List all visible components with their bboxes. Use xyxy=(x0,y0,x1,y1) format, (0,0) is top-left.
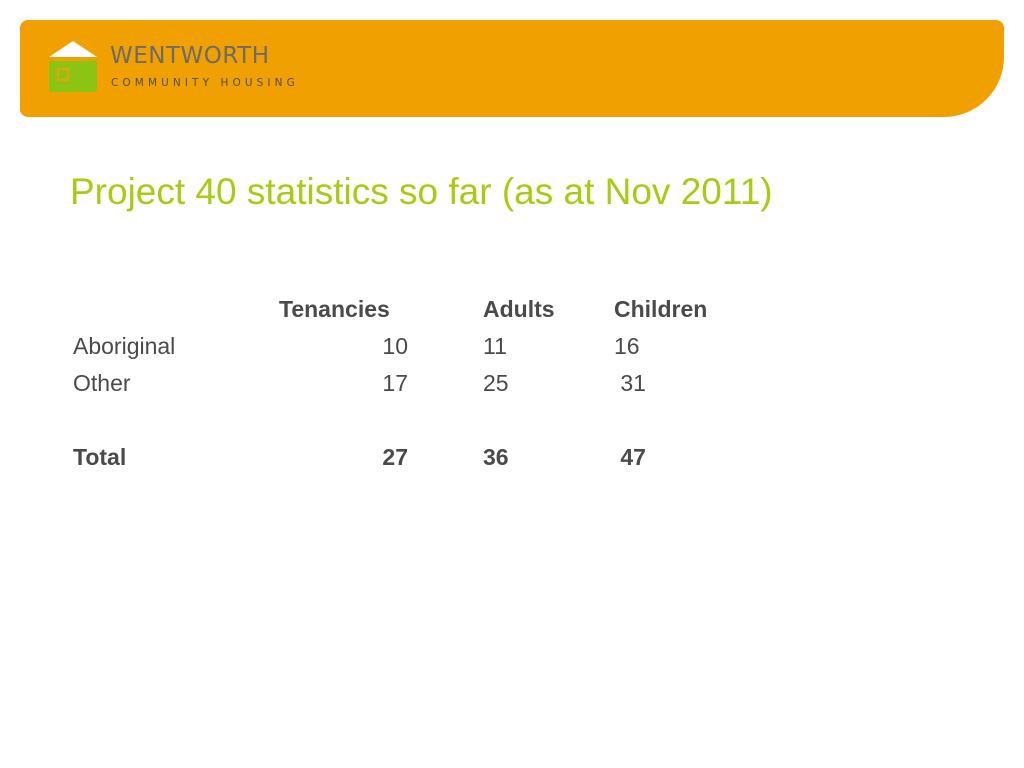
children-value: 16 xyxy=(614,333,640,359)
page-title: Project 40 statistics so far (as at Nov … xyxy=(70,171,773,212)
total-tenancies-value: 27 xyxy=(382,444,408,470)
row-label: Aboriginal xyxy=(73,333,176,359)
house-logo-icon xyxy=(49,41,97,92)
header-banner: WENTWORTH COMMUNITY HOUSING xyxy=(20,20,1004,117)
total-adults-value: 36 xyxy=(483,444,509,470)
children-value: 31 xyxy=(614,370,646,396)
column-header-children: Children xyxy=(614,296,708,322)
adults-value: 25 xyxy=(483,370,509,396)
adults-value: 11 xyxy=(483,333,507,359)
column-header-adults: Adults xyxy=(483,296,555,322)
brand-name: WENTWORTH xyxy=(110,43,270,69)
column-header-tenancies: Tenancies xyxy=(279,296,390,322)
brand-tagline: COMMUNITY HOUSING xyxy=(111,77,299,89)
tenancies-value: 10 xyxy=(382,333,408,359)
total-children-value: 47 xyxy=(614,444,646,470)
total-label: Total xyxy=(73,444,127,470)
tenancies-value: 17 xyxy=(382,370,408,396)
row-label: Other xyxy=(73,370,131,396)
